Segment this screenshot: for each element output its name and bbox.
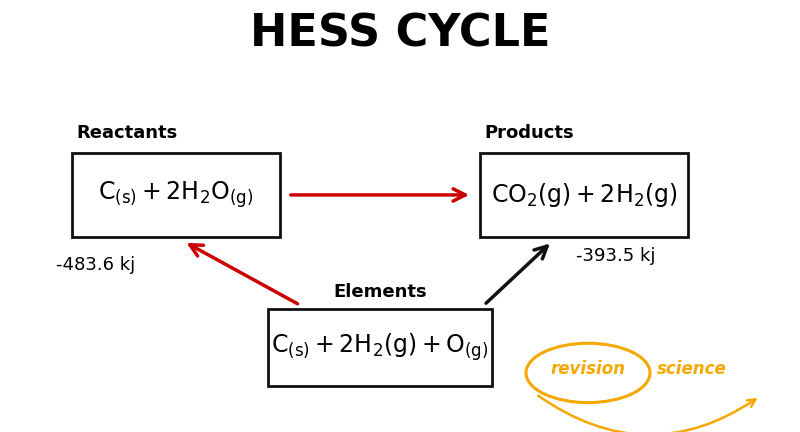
Text: $\rm CO_2(g) + 2H_2(g)$: $\rm CO_2(g) + 2H_2(g)$ [490,181,678,209]
Text: Products: Products [484,124,574,142]
Ellipse shape [526,343,650,403]
Text: Elements: Elements [333,283,427,301]
Text: $\rm C_{(s)} + 2H_2O_{(g)}$: $\rm C_{(s)} + 2H_2O_{(g)}$ [98,180,254,210]
Text: HESS CYCLE: HESS CYCLE [250,13,550,56]
Text: -393.5 kj: -393.5 kj [576,248,655,265]
Text: science: science [657,360,727,378]
FancyBboxPatch shape [268,309,492,386]
Text: -483.6 kj: -483.6 kj [56,256,135,274]
Text: $\rm C_{(s)} + 2H_2(g) + O_{(g)}$: $\rm C_{(s)} + 2H_2(g) + O_{(g)}$ [271,332,489,363]
FancyBboxPatch shape [480,152,688,237]
Text: Reactants: Reactants [76,124,178,142]
FancyBboxPatch shape [72,152,280,237]
Text: revision: revision [550,360,626,378]
